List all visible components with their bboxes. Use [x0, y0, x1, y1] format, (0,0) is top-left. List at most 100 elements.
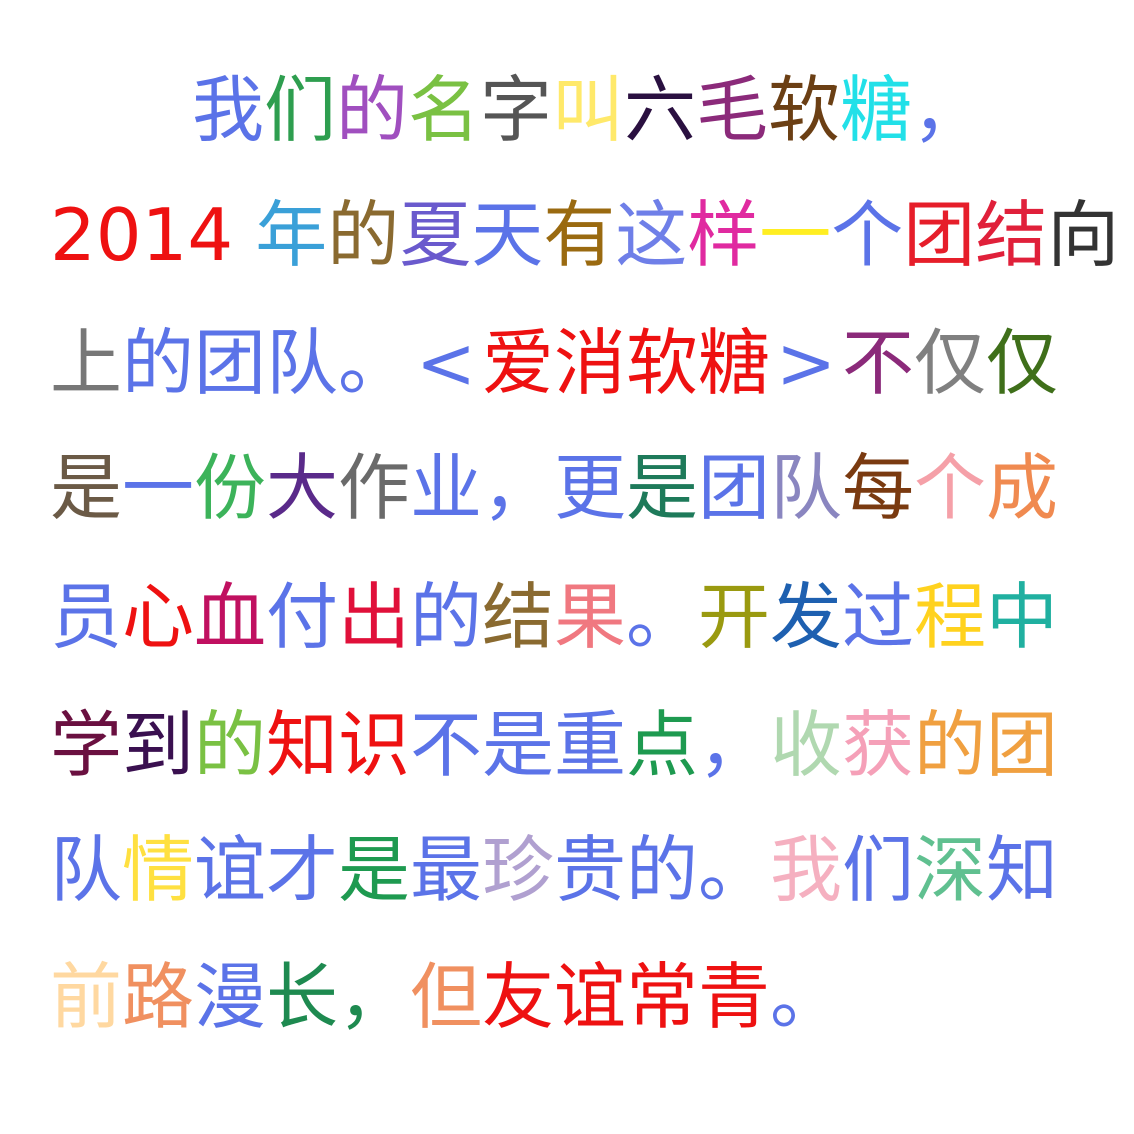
text-character: 消 — [554, 321, 627, 405]
text-character: 心 — [122, 575, 195, 659]
text-character: 果 — [554, 575, 627, 659]
text-character: 珍 — [482, 828, 555, 912]
text-character: 获 — [842, 703, 915, 787]
text-line: 学到的知识不是重点，收获的团 — [50, 700, 1058, 790]
text-character: 我 — [770, 828, 843, 912]
text-character: 知 — [986, 828, 1059, 912]
text-character: 过 — [842, 575, 915, 659]
text-character: 个 — [831, 193, 904, 277]
text-character: 叫 — [552, 68, 625, 152]
text-character: ， — [482, 446, 555, 530]
text-character: 才 — [266, 828, 339, 912]
text-character: 是 — [482, 703, 555, 787]
text-character: 夏 — [399, 193, 472, 277]
text-character: 向 — [1047, 193, 1120, 277]
text-character: 中 — [986, 575, 1059, 659]
text-line: 我们的名字叫六毛软糖， — [192, 65, 984, 155]
text-character: 们 — [842, 828, 915, 912]
text-character: 软 — [626, 321, 699, 405]
text-character: 一 — [122, 446, 195, 530]
text-character: 份 — [194, 446, 267, 530]
text-character: 团 — [903, 193, 976, 277]
text-character: 。 — [626, 575, 699, 659]
text-character: 结 — [482, 575, 555, 659]
text-line: 是一份大作业，更是团队每个成 — [50, 443, 1058, 533]
text-line: 2014 年的夏天有这样一个团结向 — [50, 190, 1119, 280]
text-character: 谊 — [554, 955, 627, 1039]
text-character: 的 — [626, 828, 699, 912]
text-character: 学 — [50, 703, 123, 787]
text-character: 仅 — [986, 321, 1059, 405]
text-character: 名 — [408, 68, 481, 152]
text-character: 毛 — [696, 68, 769, 152]
text-character: 友 — [482, 955, 555, 1039]
text-character: 是 — [338, 828, 411, 912]
text-character: 出 — [338, 575, 411, 659]
text-character: 不 — [842, 321, 915, 405]
text-character: 谊 — [194, 828, 267, 912]
text-character: > — [775, 321, 837, 405]
text-character: 上 — [50, 321, 123, 405]
text-character: 的 — [410, 575, 483, 659]
text-character: 知 — [266, 703, 339, 787]
text-character: 业 — [410, 446, 483, 530]
text-character: 识 — [338, 703, 411, 787]
text-character: 最 — [410, 828, 483, 912]
text-character: 是 — [626, 446, 699, 530]
text-character: ， — [338, 955, 411, 1039]
text-character: 这 — [615, 193, 688, 277]
text-character: 。 — [770, 955, 843, 1039]
text-character: 。 — [338, 321, 411, 405]
text-character: < — [415, 321, 477, 405]
text-character: 发 — [770, 575, 843, 659]
text-character: 队 — [266, 321, 339, 405]
text-character: 队 — [770, 446, 843, 530]
text-character: 长 — [266, 955, 339, 1039]
text-character: 点 — [626, 703, 699, 787]
text-character: 路 — [122, 955, 195, 1039]
text-character: 们 — [264, 68, 337, 152]
text-character: 糖 — [840, 68, 913, 152]
text-character: 年 — [255, 193, 328, 277]
text-line: 上的团队。<爱消软糖>不仅仅 — [50, 318, 1058, 408]
text-character: 贵 — [554, 828, 627, 912]
text-character: 天 — [471, 193, 544, 277]
text-character: 更 — [554, 446, 627, 530]
text-line: 队情谊才是最珍贵的。我们深知 — [50, 825, 1058, 915]
text-character: 大 — [266, 446, 339, 530]
text-character: 有 — [543, 193, 616, 277]
text-character: 结 — [975, 193, 1048, 277]
text-character: 前 — [50, 955, 123, 1039]
text-character: 青 — [698, 955, 771, 1039]
text-character: 程 — [914, 575, 987, 659]
text-character: 成 — [986, 446, 1059, 530]
text-character: 团 — [986, 703, 1059, 787]
text-character: 样 — [687, 193, 760, 277]
text-character: 不 — [410, 703, 483, 787]
text-character: 是 — [50, 446, 123, 530]
text-character: 软 — [768, 68, 841, 152]
text-character: ， — [698, 703, 771, 787]
text-character: 漫 — [194, 955, 267, 1039]
text-character: 开 — [698, 575, 771, 659]
text-character: 到 — [122, 703, 195, 787]
text-character: 爱 — [482, 321, 555, 405]
text-character: 作 — [338, 446, 411, 530]
text-character: 每 — [842, 446, 915, 530]
text-character: 但 — [410, 955, 483, 1039]
text-character: 重 — [554, 703, 627, 787]
text-line: 员心血付出的结果。开发过程中 — [50, 572, 1058, 662]
text-character: 团 — [194, 321, 267, 405]
text-character: 的 — [336, 68, 409, 152]
text-character: 员 — [50, 575, 123, 659]
text-character: ， — [912, 68, 985, 152]
text-character: 收 — [770, 703, 843, 787]
text-character: 的 — [327, 193, 400, 277]
text-character: 2014 — [50, 193, 234, 277]
text-character: 血 — [194, 575, 267, 659]
text-character: 字 — [480, 68, 553, 152]
text-character: 情 — [122, 828, 195, 912]
text-character: 队 — [50, 828, 123, 912]
text-character: 个 — [914, 446, 987, 530]
